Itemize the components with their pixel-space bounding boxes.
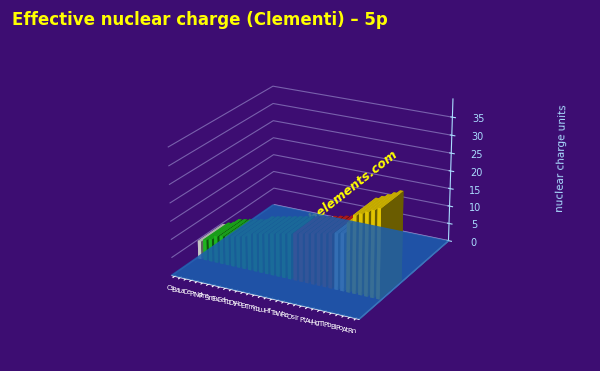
Text: Effective nuclear charge (Clementi) – 5p: Effective nuclear charge (Clementi) – 5p (12, 11, 388, 29)
